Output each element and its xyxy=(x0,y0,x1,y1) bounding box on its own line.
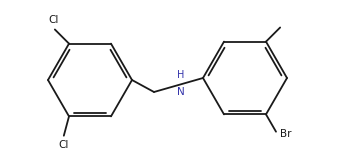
Text: Cl: Cl xyxy=(49,15,59,25)
Text: Cl: Cl xyxy=(59,140,69,150)
Text: H: H xyxy=(177,70,184,80)
Text: N: N xyxy=(177,87,184,97)
Text: Br: Br xyxy=(280,129,292,139)
